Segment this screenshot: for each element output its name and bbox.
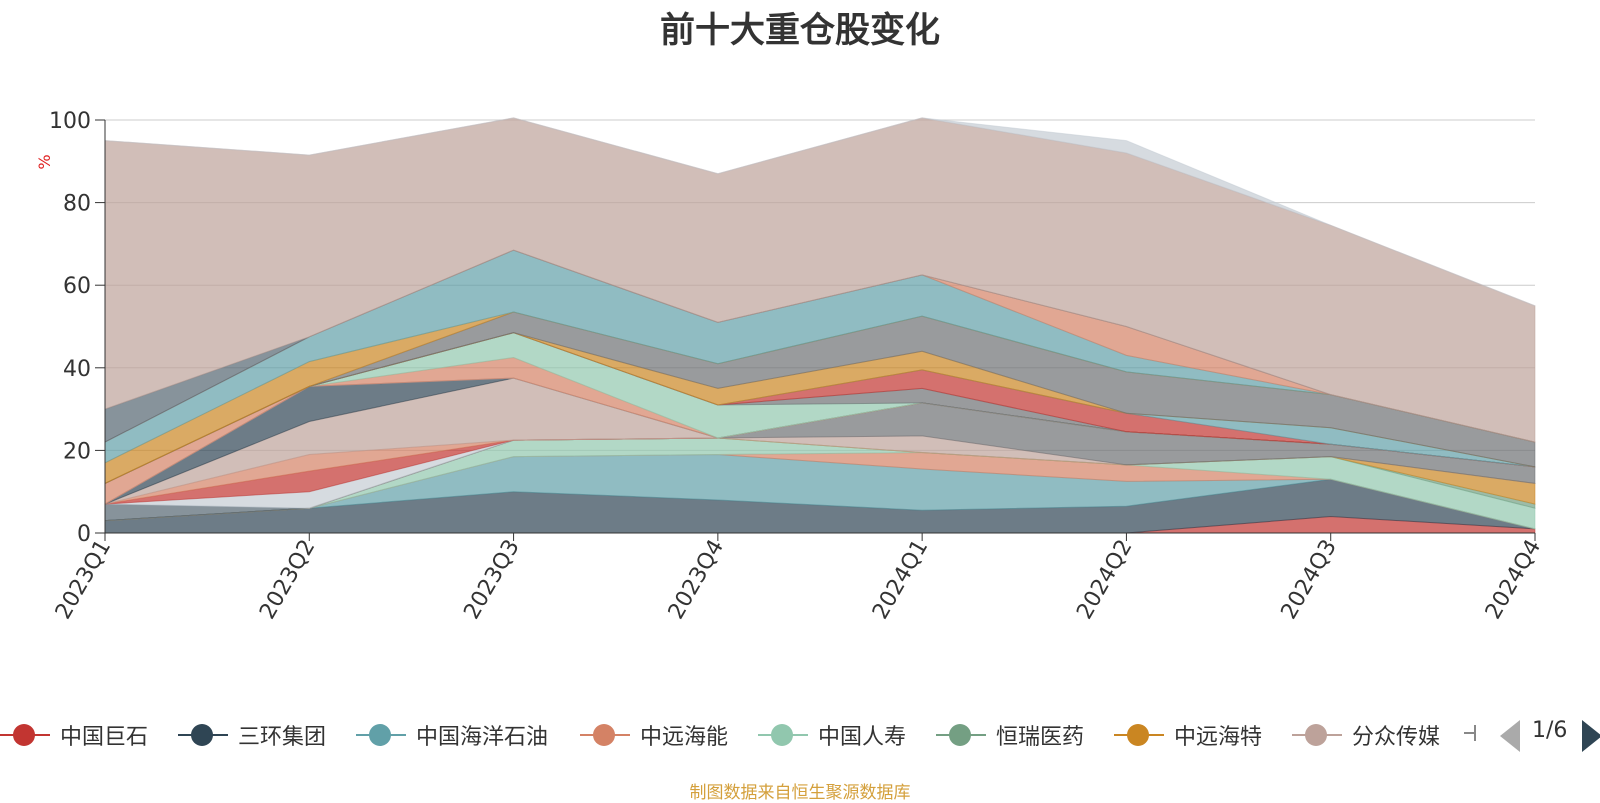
series-layer	[104, 117, 1536, 534]
x-tick-label: 2023Q2	[255, 536, 320, 624]
legend-label: 中国人寿	[818, 725, 907, 750]
legend-truncated-item-icon	[1464, 732, 1476, 734]
legend-label: 中远海能	[640, 725, 729, 750]
legend-marker-icon	[1305, 724, 1327, 746]
legend-marker-icon	[13, 724, 35, 746]
legend-marker-icon	[1127, 724, 1149, 746]
legend-label: 中国巨石	[60, 725, 149, 750]
x-tick-label: 2023Q1	[51, 536, 116, 624]
legend-marker-icon	[949, 724, 971, 746]
legend-label: 分众传媒	[1352, 725, 1441, 750]
legend-pager: 1/6	[1500, 718, 1600, 754]
legend-label: 恒瑞医药	[996, 725, 1085, 750]
legend-marker-icon	[191, 724, 213, 746]
y-tick-label: 100	[49, 109, 91, 134]
legend-prev-page-icon[interactable]	[1500, 720, 1520, 752]
chart-title: 前十大重仓股变化	[659, 11, 940, 51]
x-tick-label: 2023Q3	[459, 536, 524, 624]
legend-label: 中国海洋石油	[416, 725, 549, 750]
x-tick-label: 2023Q4	[664, 536, 729, 624]
y-tick-label: 0	[77, 522, 91, 547]
legend-label: 三环集团	[238, 725, 327, 750]
y-tick-label: 80	[63, 192, 91, 217]
legend-marker-icon	[771, 724, 793, 746]
legend-next-page-icon[interactable]	[1582, 720, 1600, 752]
y-tick-label: 60	[63, 274, 91, 299]
y-axis-label: %	[35, 154, 54, 169]
x-tick-label: 2024Q3	[1277, 536, 1342, 624]
x-tick-label: 2024Q1	[868, 536, 933, 624]
area-series	[104, 117, 1536, 307]
legend-marker-icon	[593, 724, 615, 746]
y-tick-label: 40	[63, 357, 91, 382]
x-tick-label: 2024Q2	[1072, 536, 1137, 624]
x-tick-label: 2024Q4	[1481, 536, 1546, 624]
legend-page-indicator: 1/6	[1532, 718, 1568, 743]
legend-label: 中远海特	[1174, 725, 1263, 750]
chart-area: 0 20 40 60 80 100% 2023Q1 2023Q2 2023Q3 2023Q4 202…	[35, 109, 1546, 624]
legend-marker-icon	[369, 724, 391, 746]
source-note: 制图数据来自恒生聚源数据库	[689, 783, 911, 803]
legend-truncated-item-icon	[1474, 725, 1476, 741]
y-tick-label: 20	[63, 439, 91, 464]
